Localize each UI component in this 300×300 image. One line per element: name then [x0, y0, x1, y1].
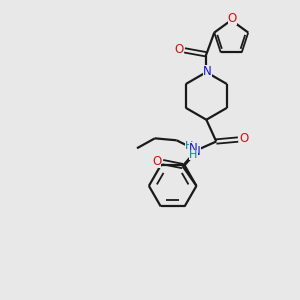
Text: N: N [189, 142, 198, 155]
Text: O: O [174, 43, 183, 56]
Text: O: O [228, 12, 237, 25]
Text: H: H [189, 150, 198, 160]
Text: O: O [152, 154, 161, 168]
Text: N: N [203, 65, 212, 78]
Text: O: O [239, 132, 249, 145]
Text: N: N [192, 145, 201, 158]
Text: H: H [185, 142, 194, 152]
